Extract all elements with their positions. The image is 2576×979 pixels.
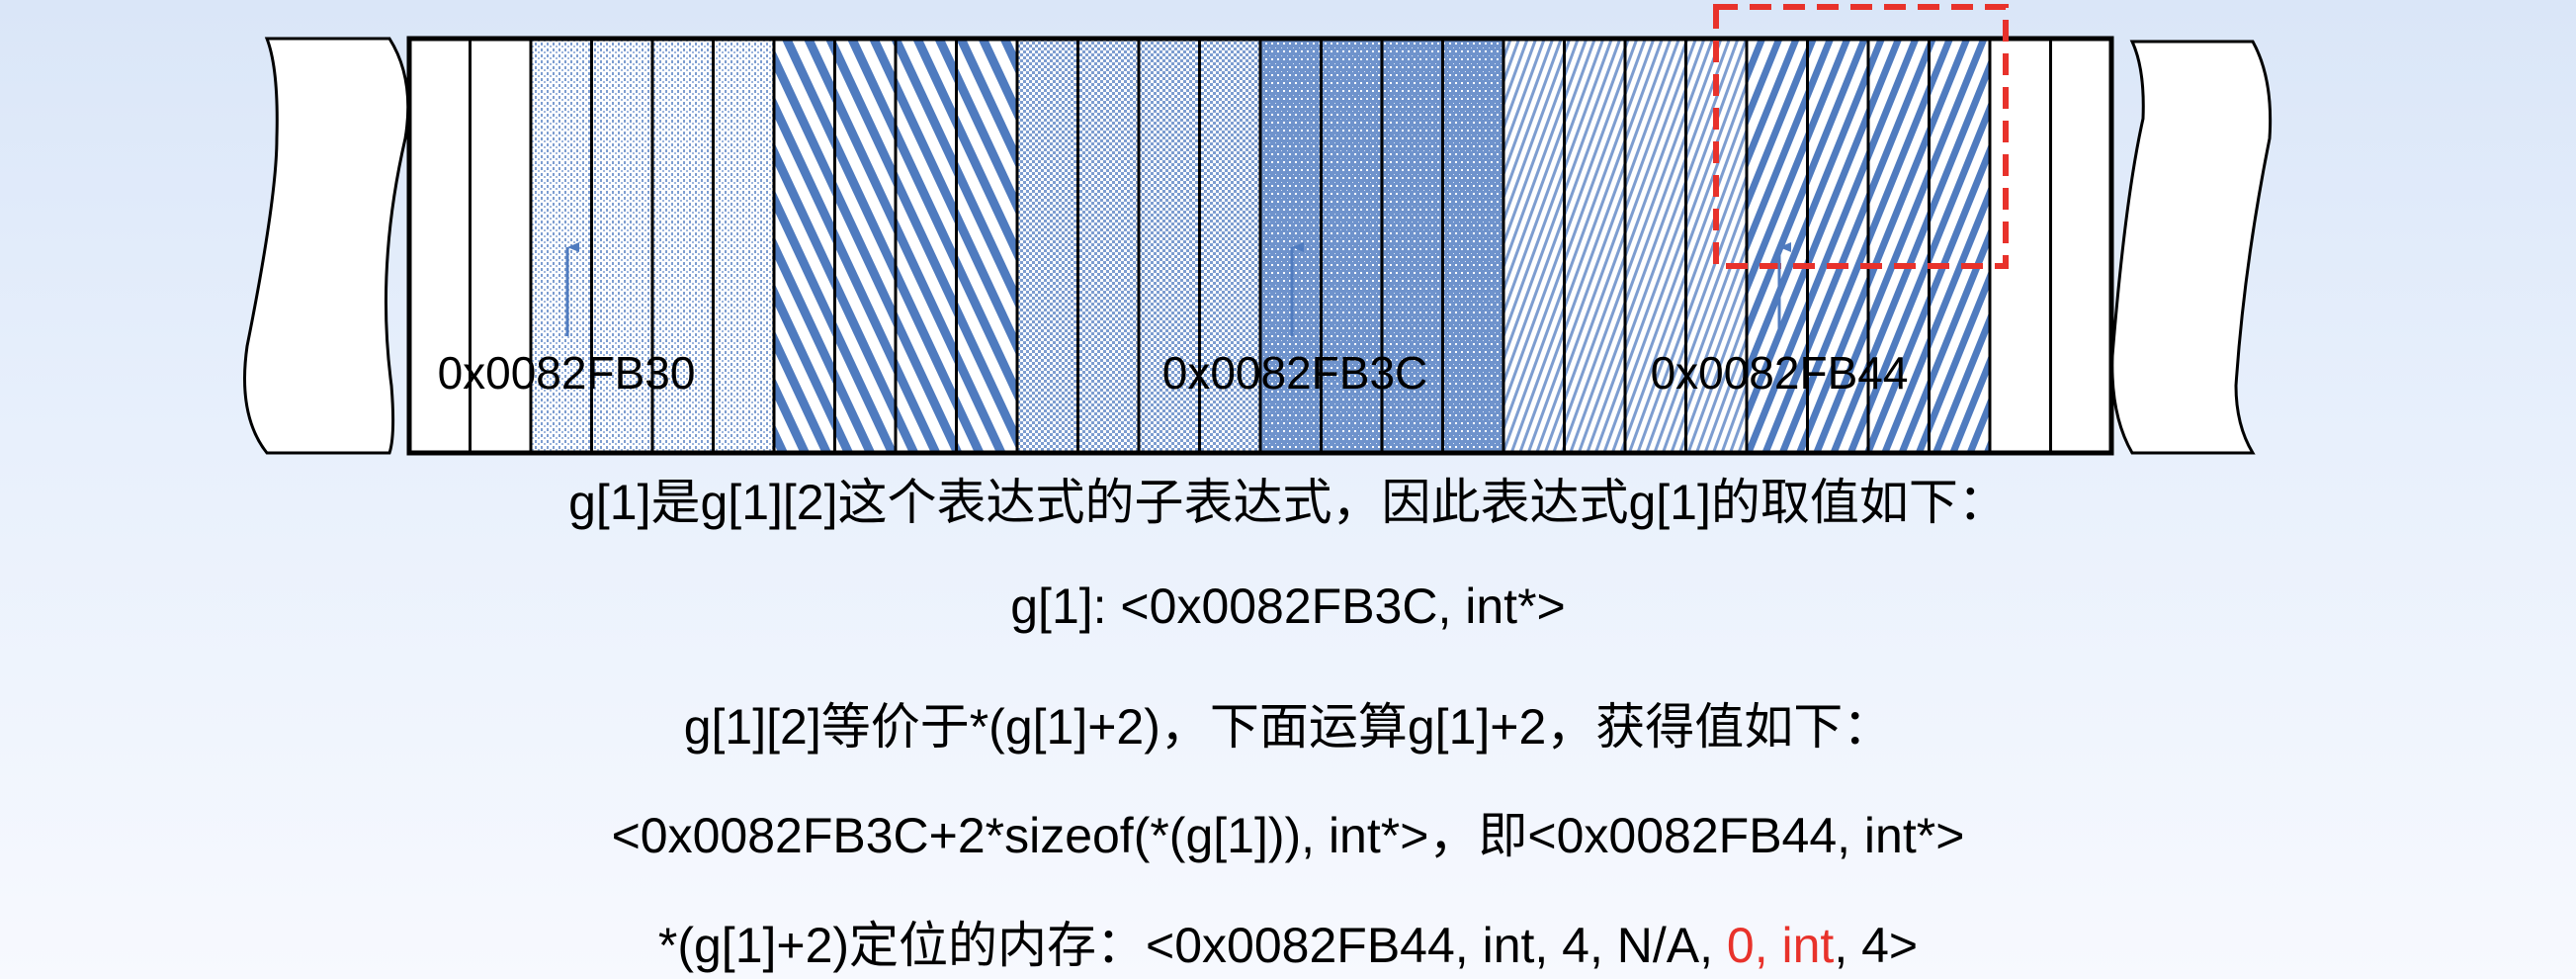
memory-cell-fine-dots [590, 37, 654, 455]
memory-cell-fine-forward-diagonal [1563, 37, 1627, 455]
memory-cell-fine-dots [529, 37, 593, 455]
memory-cell-light-cross-dots [1015, 37, 1079, 455]
memory-cell-fine-forward-diagonal [1502, 37, 1566, 455]
address-label-0x0082FB30: 0x0082FB30 [437, 347, 696, 399]
address-label-0x0082FB44: 0x0082FB44 [1650, 347, 1909, 399]
explanation-line-5: *(g[1]+2)定位的内存：<0x0082FB44, int, 4, N/A,… [0, 906, 2576, 977]
memory-cell-fine-dots [712, 37, 776, 455]
highlight-box [1713, 4, 2009, 269]
memory-cell-back-diagonal-wide [772, 37, 836, 455]
explanation-line-3: g[1][2]等价于*(g[1]+2)，下面运算g[1]+2，获得值如下： [683, 699, 1893, 755]
memory-cell-bold-forward-diagonal [1928, 37, 1992, 455]
memory-cell-white [1988, 37, 2052, 455]
line-5-prefix: *(g[1]+2)定位的内存：<0x0082FB44, int, 4, N/A, [657, 918, 1727, 973]
memory-cell-light-cross-dots [1076, 37, 1141, 455]
memory-cell-back-diagonal-wide [894, 37, 958, 455]
memory-cell-white [2049, 37, 2113, 455]
memory-cell-dense-cross-dots [1258, 37, 1323, 455]
line-5-highlight: 0, int [1726, 918, 1835, 973]
memory-cell-back-diagonal-wide [955, 37, 1019, 455]
explanation-line-4: <0x0082FB3C+2*sizeof(*(g[1])), int*>，即<0… [611, 808, 1965, 863]
memory-cell-dense-cross-dots [1380, 37, 1444, 455]
memory-cell-back-diagonal-wide [833, 37, 898, 455]
line-5-suffix: , 4> [1834, 918, 1919, 973]
memory-cell-bold-forward-diagonal [1806, 37, 1870, 455]
right-break-wave [2110, 40, 2273, 455]
memory-cells [406, 36, 2114, 456]
memory-strip-border [406, 36, 2114, 456]
left-break-wave [243, 37, 410, 455]
explanation-line-1: g[1]是g[1][2]这个表达式的子表达式，因此表达式g[1]的取值如下： [568, 475, 2008, 530]
explanation-line-2: g[1]: <0x0082FB3C, int*> [1010, 578, 1566, 634]
memory-cell-light-cross-dots [1198, 37, 1262, 455]
address-label-0x0082FB3C: 0x0082FB3C [1161, 347, 1428, 399]
memory-cell-dense-cross-dots [1441, 37, 1505, 455]
